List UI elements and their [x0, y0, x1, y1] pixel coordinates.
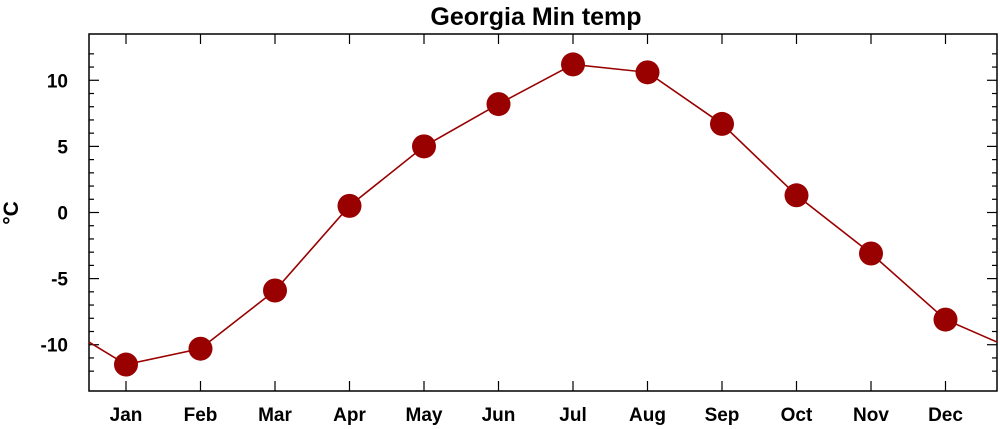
x-tick-label: Jun	[482, 405, 516, 426]
x-tick-label: Jul	[559, 405, 586, 426]
data-point-aug	[635, 60, 660, 85]
data-point-dec	[933, 307, 958, 332]
y-tick-label: -10	[41, 336, 68, 357]
x-tick-label: May	[406, 405, 443, 426]
x-tick-label: Oct	[781, 405, 813, 426]
x-tick-label: Jan	[110, 405, 143, 426]
y-tick-label: -5	[51, 270, 68, 291]
y-tick-label: 0	[57, 204, 68, 225]
y-tick-label: 10	[47, 71, 68, 92]
data-point-sep	[710, 111, 734, 136]
data-point-may	[412, 134, 436, 159]
data-point-oct	[784, 183, 809, 208]
x-tick-label: Aug	[629, 405, 666, 426]
y-ticks: -10 -5 0 5 10	[41, 53, 997, 372]
series-line	[88, 63, 998, 366]
data-points	[114, 52, 958, 377]
x-tick-label: Dec	[928, 405, 963, 426]
x-tick-label: Nov	[853, 405, 889, 426]
plot-frame	[88, 33, 998, 392]
data-point-jan	[114, 352, 138, 377]
x-ticks: Jan Feb Mar Apr May Jun Jul Aug Sep Oct Nov Dec	[110, 34, 963, 426]
data-point-nov	[859, 241, 883, 266]
data-point-jun	[486, 92, 511, 117]
data-point-jul	[561, 52, 585, 77]
data-point-apr	[337, 193, 362, 218]
x-tick-label: Sep	[705, 405, 740, 426]
x-tick-label: Apr	[333, 405, 366, 426]
data-point-mar	[263, 278, 287, 303]
x-tick-label: Mar	[258, 405, 292, 426]
y-tick-label: 5	[57, 137, 68, 158]
chart-title: Georgia Min temp	[430, 3, 641, 31]
y-axis-label: °C	[0, 201, 23, 225]
data-point-feb	[188, 336, 213, 361]
x-tick-label: Feb	[184, 405, 218, 426]
